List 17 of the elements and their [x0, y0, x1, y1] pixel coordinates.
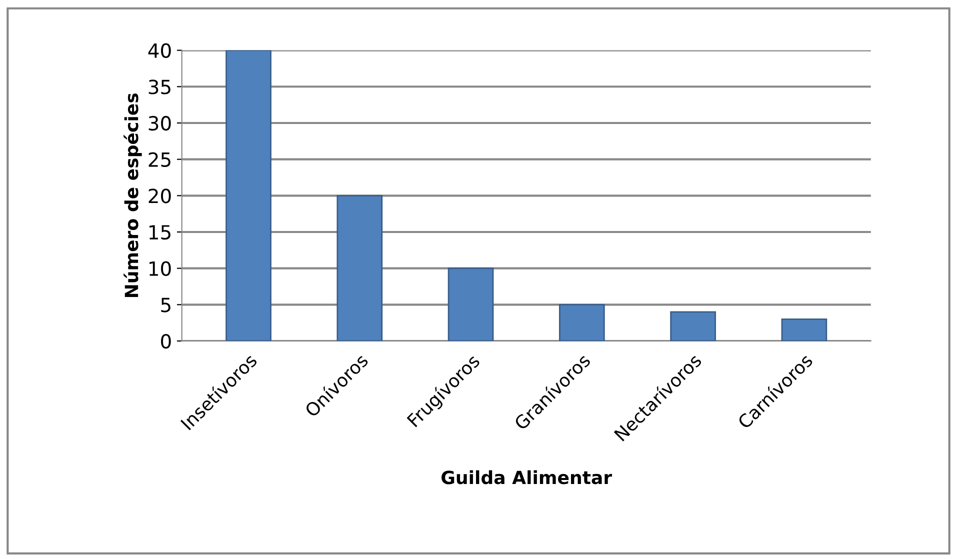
y-tick-label: 10: [150, 261, 171, 276]
bar: [670, 311, 716, 341]
bar: [558, 304, 605, 341]
y-tick-label: 40: [148, 43, 171, 58]
y-tick-label: 35: [148, 80, 170, 94]
bar: [448, 268, 494, 341]
y-tick-label: 5: [161, 298, 170, 312]
y-tick-label: 25: [148, 152, 170, 167]
bar: [336, 194, 383, 341]
y-axis-title: Número de espécies: [124, 93, 142, 298]
bar: [226, 50, 272, 341]
y-tick-label: 20: [148, 188, 171, 204]
bar: [781, 318, 828, 341]
y-tick-label: 0: [161, 334, 171, 349]
y-tick-label: 30: [148, 116, 171, 131]
y-tick-label: 15: [150, 225, 170, 240]
x-axis-title: Guilda Alimentar: [442, 470, 612, 484]
